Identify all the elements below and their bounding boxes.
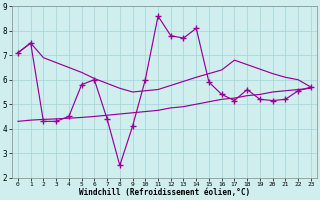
- X-axis label: Windchill (Refroidissement éolien,°C): Windchill (Refroidissement éolien,°C): [79, 188, 250, 197]
